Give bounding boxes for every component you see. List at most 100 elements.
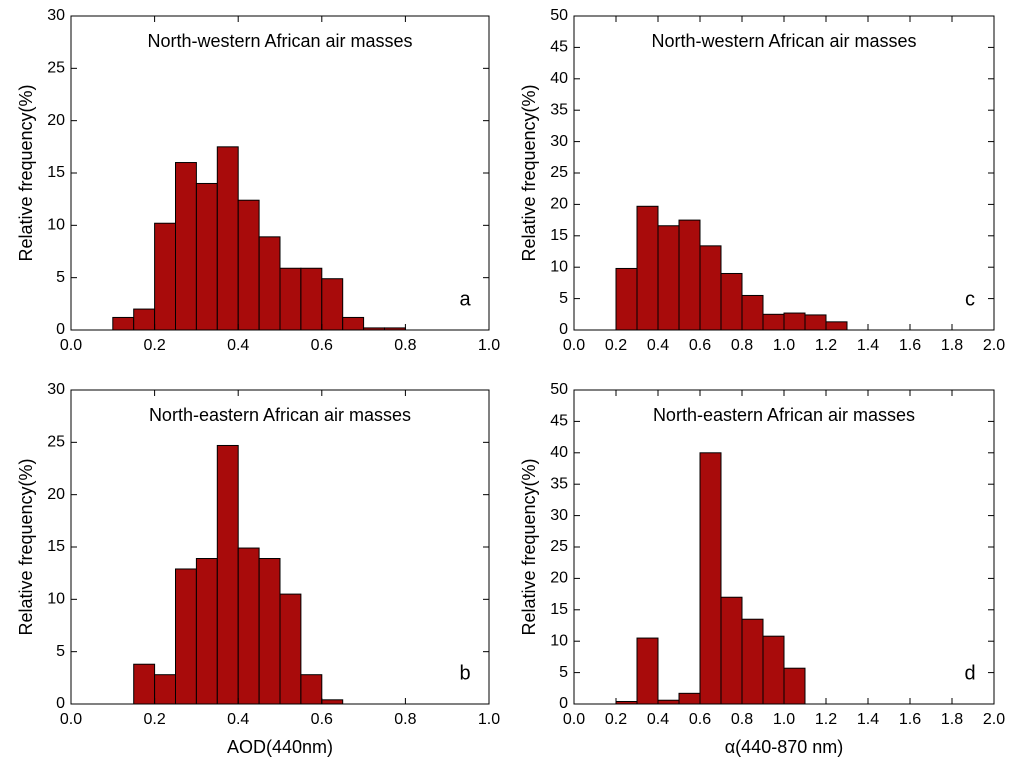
bar [175, 162, 197, 331]
y-tick-label: 20 [47, 486, 65, 503]
panel-label: d [964, 662, 975, 684]
bar [154, 674, 177, 705]
bar [783, 667, 806, 705]
bar [195, 182, 218, 331]
x-tick-label: 1.4 [857, 337, 879, 354]
y-tick-label: 10 [550, 258, 568, 275]
y-axis-label: Relative frequency(%) [16, 458, 36, 635]
y-tick-label: 5 [56, 269, 65, 286]
y-tick-label: 40 [550, 444, 568, 461]
y-tick-label: 50 [550, 7, 568, 24]
y-tick-label: 30 [47, 7, 65, 24]
bar [636, 205, 659, 331]
bar [741, 294, 764, 331]
x-tick-label: 0.6 [311, 711, 333, 728]
y-tick-label: 30 [47, 381, 65, 398]
bar [175, 568, 197, 705]
x-tick-label: 0.6 [689, 711, 711, 728]
bar [699, 452, 722, 705]
x-tick-label: 0.2 [143, 337, 165, 354]
bar [237, 547, 260, 705]
bar [342, 316, 365, 331]
y-tick-label: 35 [550, 475, 568, 492]
x-tick-label: 0.8 [394, 337, 416, 354]
panel-title: North-eastern African air masses [149, 405, 411, 425]
y-tick-label: 0 [559, 321, 568, 338]
bar [300, 674, 323, 705]
y-tick-label: 20 [47, 112, 65, 129]
bar [258, 236, 281, 331]
y-tick-label: 20 [550, 570, 568, 587]
x-tick-label: 2.0 [983, 337, 1005, 354]
y-axis-label: Relative frequency(%) [519, 458, 539, 635]
bar [112, 316, 135, 331]
x-tick-label: 0.4 [647, 337, 669, 354]
bar [258, 558, 281, 705]
bar [678, 219, 701, 331]
bar [720, 272, 743, 331]
x-tick-label: 1.0 [773, 337, 795, 354]
bar [741, 618, 764, 705]
x-tick-label: 0.2 [605, 711, 627, 728]
x-tick-label: 1.2 [815, 711, 837, 728]
bar [216, 146, 239, 331]
bar [783, 312, 806, 331]
x-axis-label: α(440-870 nm) [725, 737, 843, 757]
bar [321, 278, 344, 331]
panel-label: b [459, 662, 470, 684]
bar [762, 313, 785, 331]
x-tick-label: 0.8 [394, 711, 416, 728]
y-tick-label: 5 [559, 664, 568, 681]
y-tick-label: 10 [47, 217, 65, 234]
bar [216, 444, 239, 705]
x-axis-label: AOD(440nm) [227, 737, 333, 757]
x-tick-label: 2.0 [983, 711, 1005, 728]
x-tick-label: 1.2 [815, 337, 837, 354]
x-tick-label: 0.0 [563, 337, 585, 354]
bar [657, 699, 680, 705]
y-tick-label: 20 [550, 196, 568, 213]
y-tick-label: 40 [550, 70, 568, 87]
bar [720, 596, 743, 705]
panel-label: a [459, 288, 471, 310]
x-tick-label: 1.0 [773, 711, 795, 728]
y-tick-label: 25 [550, 164, 568, 181]
x-tick-label: 0.8 [731, 711, 753, 728]
bar [154, 222, 177, 331]
y-tick-label: 50 [550, 381, 568, 398]
panel-title: North-western African air masses [651, 31, 916, 51]
y-tick-label: 25 [47, 434, 65, 451]
y-tick-label: 10 [47, 591, 65, 608]
x-tick-label: 1.6 [899, 337, 921, 354]
y-tick-label: 10 [550, 632, 568, 649]
x-tick-label: 0.6 [311, 337, 333, 354]
x-tick-label: 0.0 [60, 337, 82, 354]
bar [804, 314, 827, 331]
x-tick-label: 0.4 [227, 337, 249, 354]
x-tick-label: 1.0 [478, 711, 500, 728]
y-tick-label: 15 [550, 601, 568, 618]
bar [762, 635, 785, 705]
y-tick-label: 0 [56, 695, 65, 712]
bar [825, 321, 848, 331]
y-tick-label: 15 [47, 538, 65, 555]
y-tick-label: 5 [559, 290, 568, 307]
y-tick-label: 0 [56, 321, 65, 338]
panel-title: North-eastern African air masses [653, 405, 915, 425]
bar [657, 225, 680, 331]
x-tick-label: 1.4 [857, 711, 879, 728]
y-tick-label: 45 [550, 39, 568, 56]
x-tick-label: 0.2 [143, 711, 165, 728]
x-tick-label: 1.6 [899, 711, 921, 728]
bar [195, 558, 218, 705]
x-tick-label: 0.0 [60, 711, 82, 728]
y-tick-label: 30 [550, 133, 568, 150]
y-tick-label: 30 [550, 507, 568, 524]
y-tick-label: 5 [56, 643, 65, 660]
bar [321, 699, 344, 705]
x-tick-label: 1.8 [941, 711, 963, 728]
y-tick-label: 35 [550, 101, 568, 118]
x-tick-label: 1.8 [941, 337, 963, 354]
bar [279, 267, 302, 331]
